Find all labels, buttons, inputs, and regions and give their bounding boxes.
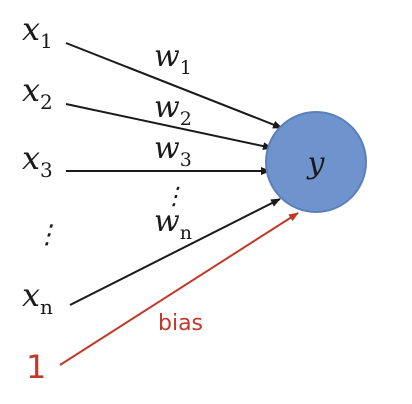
output-node <box>265 111 367 213</box>
weight-wn-sub: n <box>180 222 192 244</box>
bias-label: bias <box>158 311 203 336</box>
input-x2-base: x <box>22 71 40 109</box>
weight-w2-base: w <box>154 90 180 125</box>
weight-w1-sub: 1 <box>180 57 192 79</box>
weight-wn-base: w <box>154 204 180 239</box>
input-x3-base: x <box>22 139 40 177</box>
weight-w1-base: w <box>154 39 180 74</box>
input-xn-base: x <box>22 276 40 314</box>
weight-w1: w1 <box>154 39 192 79</box>
weight-w3-base: w <box>154 131 180 166</box>
input-xn: xn <box>22 276 53 319</box>
edge-xn <box>69 198 281 306</box>
input-x3-sub: 3 <box>40 158 53 182</box>
edge-x2 <box>65 103 273 151</box>
input-x2-sub: 2 <box>40 90 53 114</box>
weight-wn: wn <box>154 204 192 244</box>
output-label: y <box>306 146 326 181</box>
input-x1-sub: 1 <box>40 29 53 53</box>
weight-ellipsis: ⋮ <box>162 182 186 210</box>
input-x2: x2 <box>22 71 53 114</box>
input-xn-sub: n <box>40 295 53 319</box>
input-x1: x1 <box>22 10 53 53</box>
weight-w3: w3 <box>154 131 192 171</box>
bias-input: 1 <box>26 348 46 386</box>
weight-w2-sub: 2 <box>180 108 192 130</box>
input-x3: x3 <box>22 139 53 182</box>
input-x1-base: x <box>22 10 40 48</box>
weight-w2: w2 <box>154 90 192 130</box>
edge-bias <box>59 212 299 366</box>
weight-w3-sub: 3 <box>180 149 192 171</box>
input-ellipsis: ⋮ <box>34 220 60 250</box>
edge-x1 <box>65 42 283 129</box>
